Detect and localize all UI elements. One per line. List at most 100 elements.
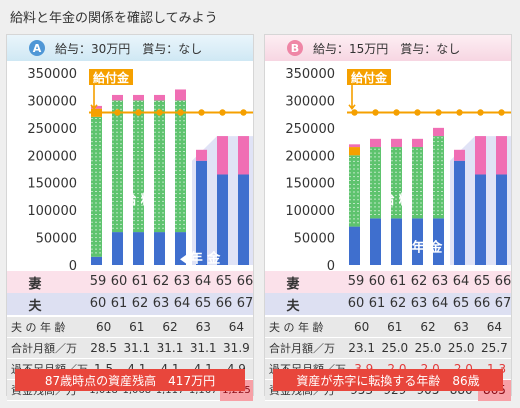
age-cell: 59 bbox=[347, 274, 365, 289]
age-cell: 60 bbox=[368, 274, 386, 289]
salary-bar bbox=[433, 136, 444, 219]
table-cell: 25.0 bbox=[414, 340, 442, 355]
age-cell: 63 bbox=[173, 274, 191, 289]
panel-b-footer: 資産が赤字に転換する年齢 86歳 bbox=[273, 369, 503, 391]
table-cell: 62 bbox=[162, 319, 178, 334]
top-bar bbox=[349, 144, 360, 148]
y-tick-label: 300000 bbox=[285, 94, 335, 109]
pension-bar bbox=[217, 174, 228, 265]
table-cell: 64 bbox=[486, 319, 503, 334]
target-marker bbox=[393, 109, 400, 116]
top-bar bbox=[454, 149, 465, 161]
table-header-total: 合計月額／万 bbox=[269, 342, 335, 355]
age-cell: 63 bbox=[431, 274, 449, 289]
pension-bar bbox=[196, 160, 207, 265]
bonus-callout-box bbox=[89, 69, 133, 85]
table-cell: 64 bbox=[228, 319, 245, 334]
age-cell: 61 bbox=[131, 274, 149, 289]
panel-a-wife-age-row: 妻 596061626364656667 bbox=[7, 271, 253, 293]
salary-bar bbox=[154, 100, 165, 233]
panel-b-header: B 給与：15万円 賞与：なし bbox=[265, 35, 511, 61]
table-header-age: 夫 の 年 齢 bbox=[269, 321, 324, 334]
top-bar bbox=[196, 149, 207, 161]
age-cell: 64 bbox=[431, 296, 449, 311]
target-marker bbox=[198, 109, 205, 116]
table-cell: 31.1 bbox=[189, 340, 217, 355]
panel-b-wife-ages: 596061626364656667 bbox=[321, 271, 511, 293]
age-cell: 66 bbox=[494, 274, 511, 289]
panel-a-footer: 87歳時点の資産残高 417万円 bbox=[15, 369, 245, 391]
bonus-bar bbox=[349, 147, 360, 156]
pension-bar bbox=[133, 232, 144, 265]
age-cell: 66 bbox=[215, 296, 233, 311]
table-cell: 60 bbox=[95, 319, 112, 334]
pension-bar bbox=[154, 232, 165, 265]
bonus-callout-box bbox=[347, 69, 391, 85]
target-marker bbox=[114, 109, 121, 116]
table-row-total: 合計月額／万 23.1 25.0 25.0 25.0 25.7 bbox=[265, 338, 511, 359]
target-marker bbox=[372, 109, 379, 116]
age-cell: 63 bbox=[410, 296, 428, 311]
top-bar bbox=[496, 136, 507, 175]
y-tick-label: 250000 bbox=[285, 122, 335, 137]
target-marker bbox=[93, 109, 100, 116]
y-tick-label: 100000 bbox=[285, 204, 335, 219]
target-marker bbox=[477, 109, 484, 116]
y-tick-label: 350000 bbox=[285, 67, 335, 82]
target-marker bbox=[456, 109, 463, 116]
husband-label: 夫 bbox=[28, 298, 42, 314]
table-cell: 25.7 bbox=[481, 340, 508, 355]
salary-bar bbox=[391, 147, 402, 219]
age-cell: 62 bbox=[152, 274, 170, 289]
target-marker bbox=[414, 109, 421, 116]
table-cell: 61 bbox=[129, 319, 145, 334]
bonus-callout-arrow bbox=[348, 85, 356, 110]
top-bar bbox=[391, 138, 402, 148]
panel-a-husband-ages: 606162636465666768 bbox=[63, 293, 253, 315]
panel-b-header-text: 給与：15万円 賞与：なし bbox=[313, 41, 461, 56]
age-cell: 65 bbox=[473, 274, 491, 289]
panel-a-chart: 0 50000 100000 150000 200000 250000 300000 3500… bbox=[7, 61, 253, 271]
salary-bar bbox=[133, 100, 144, 233]
age-cell: 65 bbox=[452, 296, 470, 311]
age-cell: 62 bbox=[389, 296, 407, 311]
top-bar bbox=[217, 136, 228, 175]
target-marker bbox=[219, 109, 226, 116]
age-cell: 64 bbox=[173, 296, 191, 311]
y-tick-label: 50000 bbox=[294, 232, 335, 247]
target-marker bbox=[177, 109, 184, 116]
age-cell: 64 bbox=[194, 274, 212, 289]
panel-a: A 給与：30万円 賞与：なし 0 50000 100000 150000 200000… bbox=[6, 34, 254, 401]
panel-a-header-text: 給与：30万円 賞与：なし bbox=[55, 41, 203, 56]
top-bar bbox=[133, 94, 144, 101]
table-cell: 28.5 bbox=[90, 340, 117, 355]
panel-a-badge: A bbox=[29, 40, 45, 56]
salary-bar bbox=[112, 100, 123, 233]
top-bar bbox=[475, 136, 486, 175]
panel-a-wife-ages: 596061626364656667 bbox=[63, 271, 253, 293]
y-tick-label: 300000 bbox=[27, 94, 77, 109]
age-cell: 65 bbox=[194, 296, 212, 311]
age-cell: 60 bbox=[347, 296, 365, 311]
table-cell: 31.9 bbox=[223, 340, 250, 355]
age-cell: 61 bbox=[110, 296, 128, 311]
table-row-total: 合計月額／万 28.5 31.1 31.1 31.1 31.9 bbox=[7, 338, 253, 359]
table-cell: 31.1 bbox=[123, 340, 151, 355]
table-row-age: 夫 の 年 齢 60 61 62 63 64 bbox=[7, 317, 253, 338]
table-header-age: 夫 の 年 齢 bbox=[11, 321, 66, 334]
salary-label: 給 料 bbox=[381, 192, 412, 208]
wife-label: 妻 bbox=[28, 276, 42, 292]
pension-bar bbox=[433, 218, 444, 265]
top-bar bbox=[433, 127, 444, 137]
pension-label: 年 金 bbox=[412, 239, 444, 255]
y-tick-label: 200000 bbox=[27, 149, 77, 164]
salary-bar bbox=[91, 116, 102, 257]
top-bar bbox=[370, 138, 381, 148]
salary-bar bbox=[412, 147, 423, 219]
y-tick-label: 100000 bbox=[27, 204, 77, 219]
y-tick-label: 350000 bbox=[27, 67, 77, 82]
panel-b: B 給与：15万円 賞与：なし 0 50000 100000 150000 200000… bbox=[264, 34, 512, 401]
table-row-age: 夫 の 年 齢 60 61 62 63 64 bbox=[265, 317, 511, 338]
target-marker bbox=[240, 109, 247, 116]
y-tick-label: 0 bbox=[69, 259, 77, 271]
